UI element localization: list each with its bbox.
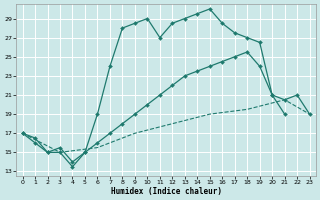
X-axis label: Humidex (Indice chaleur): Humidex (Indice chaleur) xyxy=(111,187,221,196)
